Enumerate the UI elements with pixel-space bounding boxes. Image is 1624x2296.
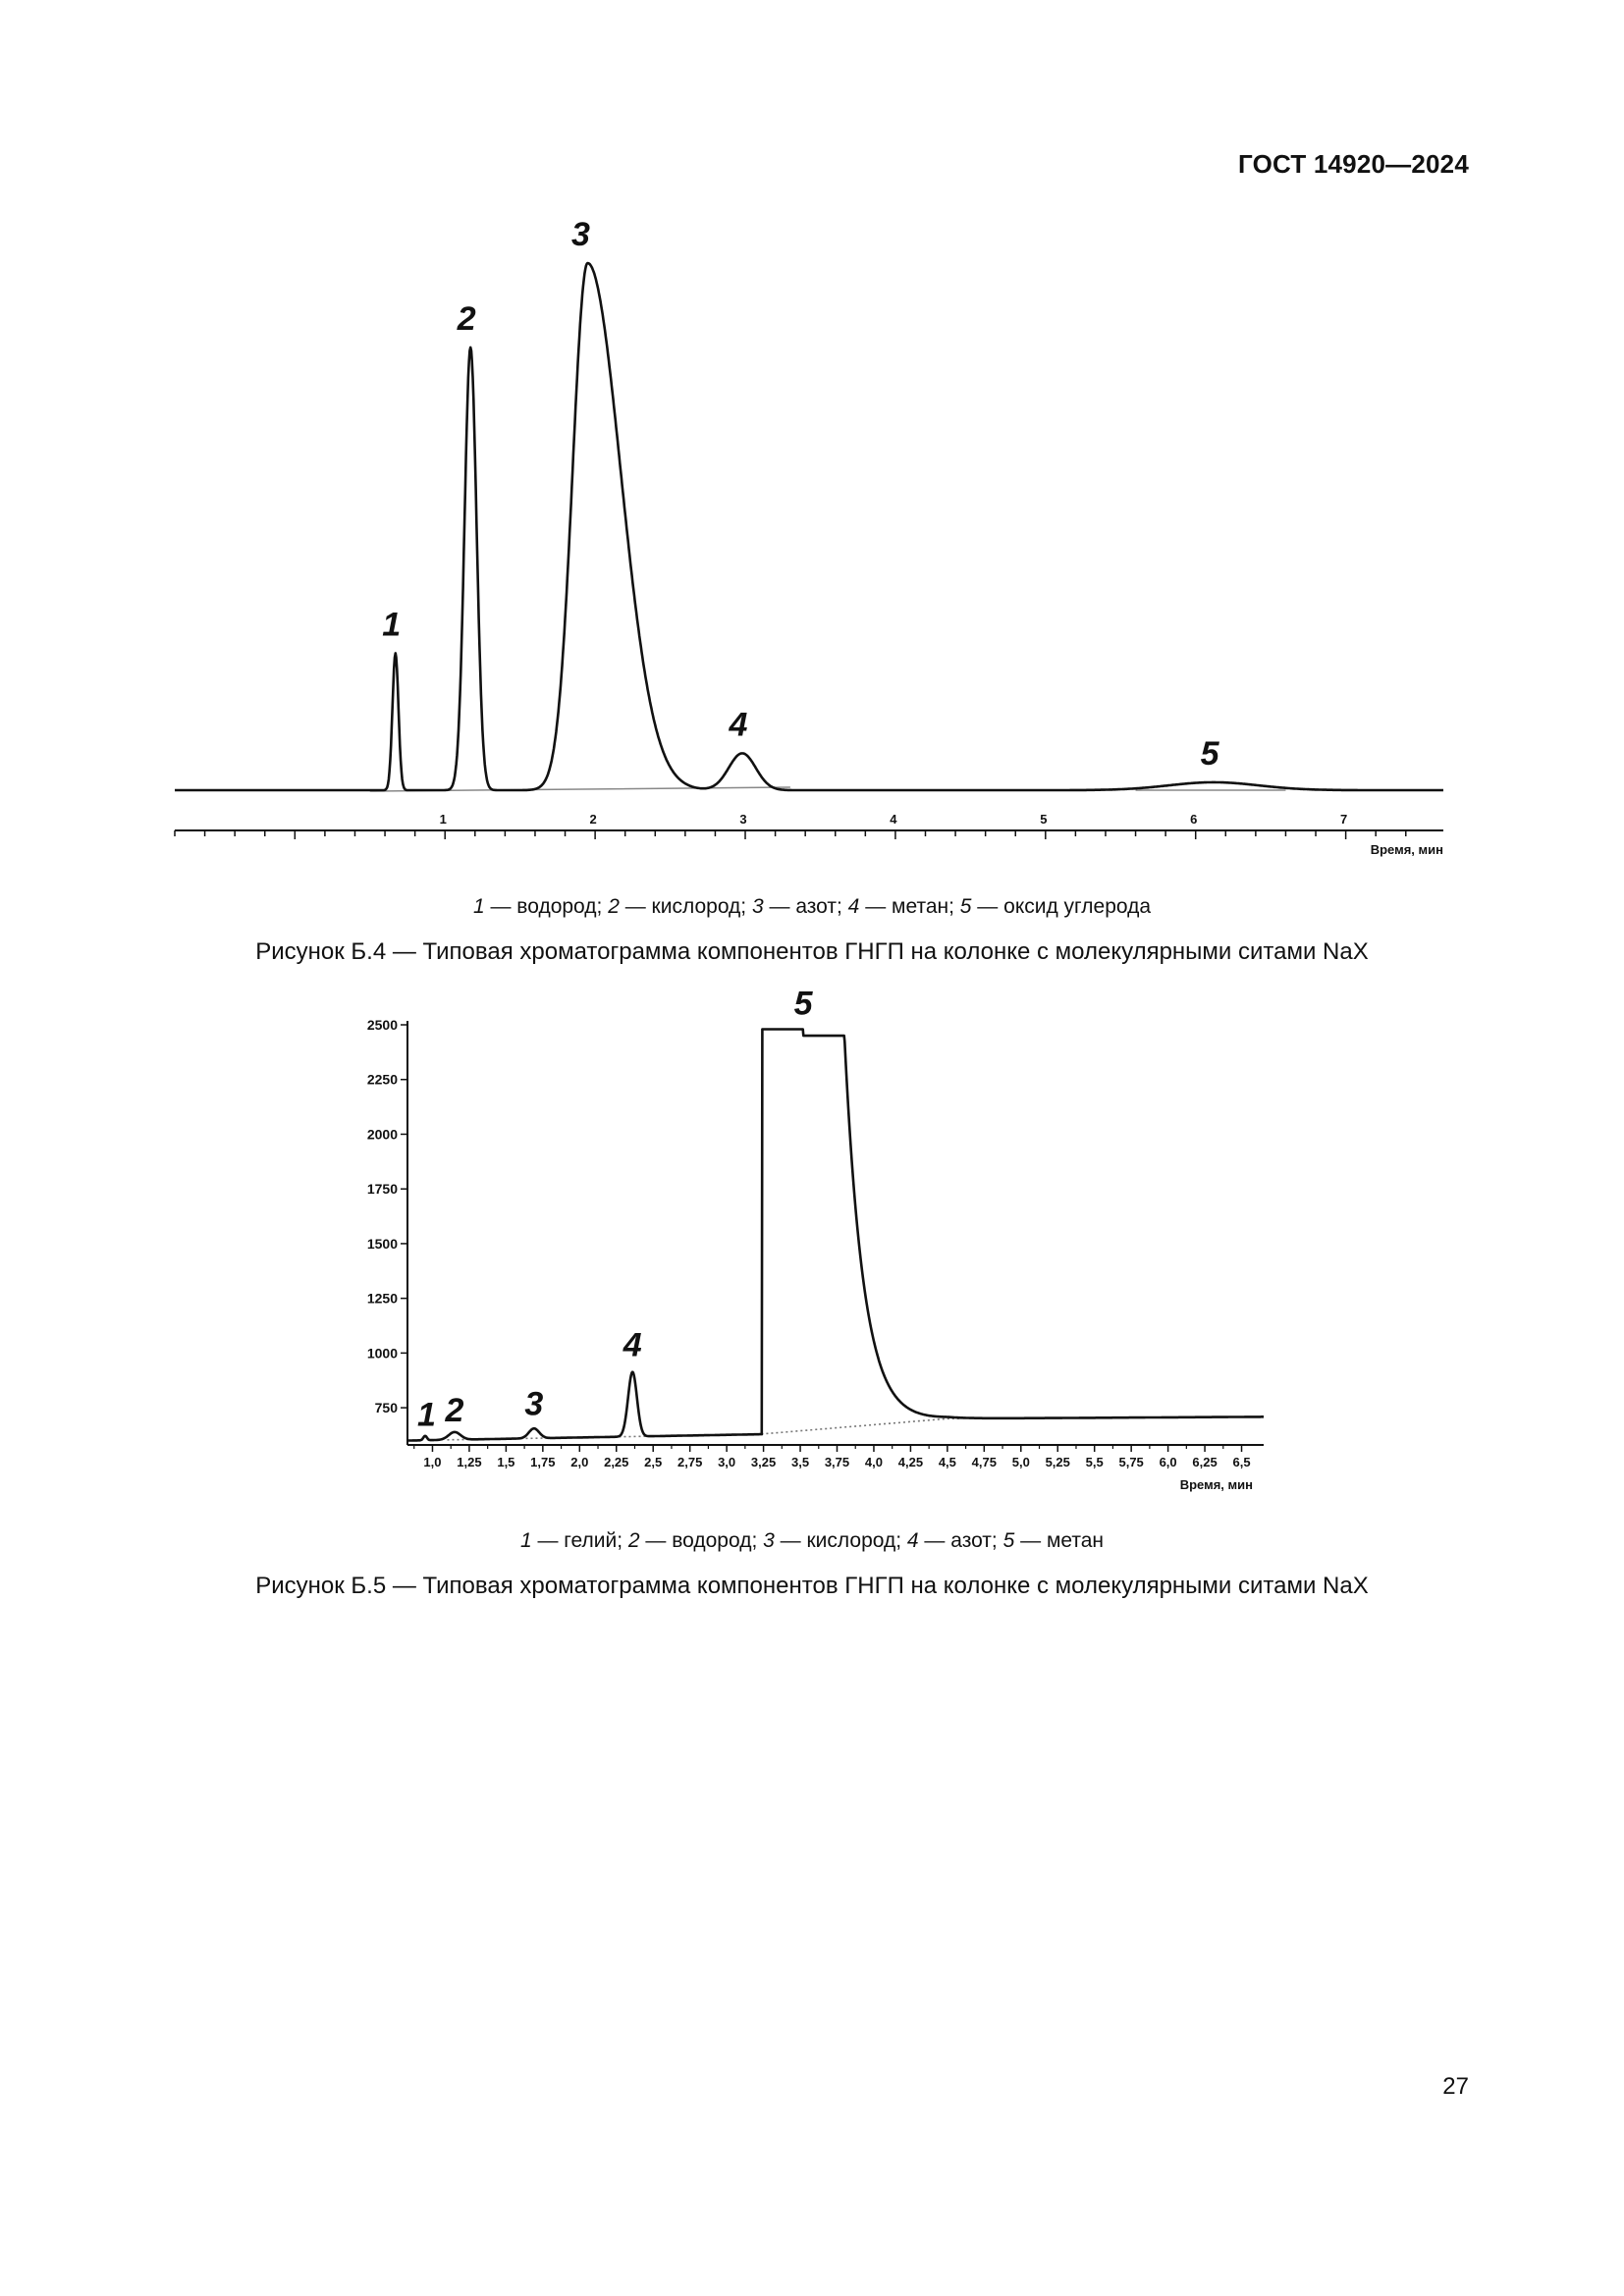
x-tick-label: 6,25 <box>1192 1455 1217 1469</box>
x-tick-label: 1,25 <box>457 1455 481 1469</box>
x-tick-label: 6,5 <box>1232 1455 1250 1469</box>
x-tick-label: 5,0 <box>1012 1455 1030 1469</box>
time-tick-label: 6 <box>1190 812 1197 827</box>
legend-item: 3 — азот; <box>751 895 848 918</box>
figure-b4-caption: Рисунок Б.4 — Типовая хроматограмма комп… <box>255 938 1369 965</box>
x-tick-label: 2,25 <box>604 1455 628 1469</box>
time-tick-label: 7 <box>1340 812 1347 827</box>
x-tick-label: 3,0 <box>718 1455 735 1469</box>
legend-item: 4 — азот; <box>906 1529 1003 1552</box>
x-tick-label: 3,5 <box>791 1455 809 1469</box>
time-tick-label: 1 <box>440 812 447 827</box>
x-axis-label: Время, мин <box>1371 842 1443 857</box>
time-tick-label: 4 <box>890 812 897 827</box>
y-tick-label: 1250 <box>367 1291 398 1307</box>
chromatogram-figure-b4: 1 2 3 4 5 6 7 1 2 3 4 5 Время, мин <box>174 216 1444 857</box>
peak-label: 1 <box>417 1397 436 1434</box>
legend-item: 1 — водород; <box>472 895 609 918</box>
peak-labels: 1 2 3 4 5 <box>382 216 1219 773</box>
x-tick-label: 2,75 <box>677 1455 702 1469</box>
legend-item: 5 — оксид углерода <box>959 895 1152 918</box>
axes <box>401 1021 1264 1452</box>
legend-item: 4 — метан; <box>847 895 960 918</box>
x-axis-label: Время, мин <box>1180 1477 1253 1492</box>
peak-label: 3 <box>571 216 590 253</box>
y-tick-label: 1750 <box>367 1181 398 1197</box>
x-tick-label: 2,5 <box>644 1455 662 1469</box>
y-tick-label: 2000 <box>367 1126 398 1142</box>
legend-item: 2 — водород; <box>627 1529 764 1552</box>
chromatogram-trace <box>406 1028 1265 1442</box>
y-tick-label: 2250 <box>367 1072 398 1088</box>
peak-label: 2 <box>457 300 476 338</box>
x-tick-label: 4,25 <box>898 1455 923 1469</box>
x-tick-label: 4,75 <box>972 1455 997 1469</box>
peak-label: 2 <box>444 1392 463 1429</box>
peak-label: 4 <box>623 1326 642 1363</box>
page-number: 27 <box>1442 2073 1469 2100</box>
y-tick-labels: 750 1000 1250 1500 1750 2000 2250 2500 <box>367 1017 398 1415</box>
legend-item: 3 — кислород; <box>763 1529 907 1552</box>
x-tick-label: 3,75 <box>825 1455 849 1469</box>
y-tick-label: 2500 <box>367 1017 398 1033</box>
x-tick-label: 1,75 <box>530 1455 555 1469</box>
figure-b4-legend: 1 — водород; 2 — кислород; 3 — азот; 4 —… <box>0 895 1624 919</box>
peak-label: 5 <box>1201 735 1220 773</box>
peak-label: 1 <box>382 606 401 643</box>
x-tick-label: 4,5 <box>939 1455 956 1469</box>
x-tick-label: 2,0 <box>570 1455 588 1469</box>
time-tick-label: 3 <box>739 812 746 827</box>
x-tick-labels: 1,0 1,25 1,5 1,75 2,0 2,25 2,5 2,75 3,0 3,25 3,5 3,… <box>423 1455 1250 1469</box>
y-tick-label: 750 <box>375 1400 399 1415</box>
x-tick-label: 1,5 <box>497 1455 514 1469</box>
x-tick-label: 6,0 <box>1160 1455 1177 1469</box>
x-tick-label: 3,25 <box>751 1455 776 1469</box>
peak-label: 5 <box>794 986 814 1023</box>
x-tick-label: 4,0 <box>865 1455 883 1469</box>
legend-item: 5 — метан <box>1002 1529 1105 1552</box>
time-tick-labels: 1 2 3 4 5 6 7 <box>440 812 1348 827</box>
figure-b5-legend: 1 — гелий; 2 — водород; 3 — кислород; 4 … <box>0 1529 1624 1553</box>
peak-label: 4 <box>728 706 747 743</box>
document-header: ГОСТ 14920—2024 <box>1238 149 1469 179</box>
chromatogram-trace <box>174 261 1444 792</box>
x-tick-label: 5,75 <box>1118 1455 1143 1469</box>
x-tick-label: 5,25 <box>1046 1455 1070 1469</box>
time-tick-label: 5 <box>1040 812 1047 827</box>
legend-item: 2 — кислород; <box>608 895 752 918</box>
x-tick-label: 5,5 <box>1086 1455 1104 1469</box>
time-axis <box>174 829 1443 839</box>
x-tick-label: 1,0 <box>423 1455 441 1469</box>
peak-label: 3 <box>524 1385 543 1422</box>
legend-item: 1 — гелий; <box>519 1529 628 1552</box>
y-tick-label: 1500 <box>367 1236 398 1252</box>
figure-b5-caption: Рисунок Б.5 — Типовая хроматограмма комп… <box>255 1573 1369 1599</box>
y-tick-label: 1000 <box>367 1345 398 1361</box>
time-tick-label: 2 <box>590 812 597 827</box>
